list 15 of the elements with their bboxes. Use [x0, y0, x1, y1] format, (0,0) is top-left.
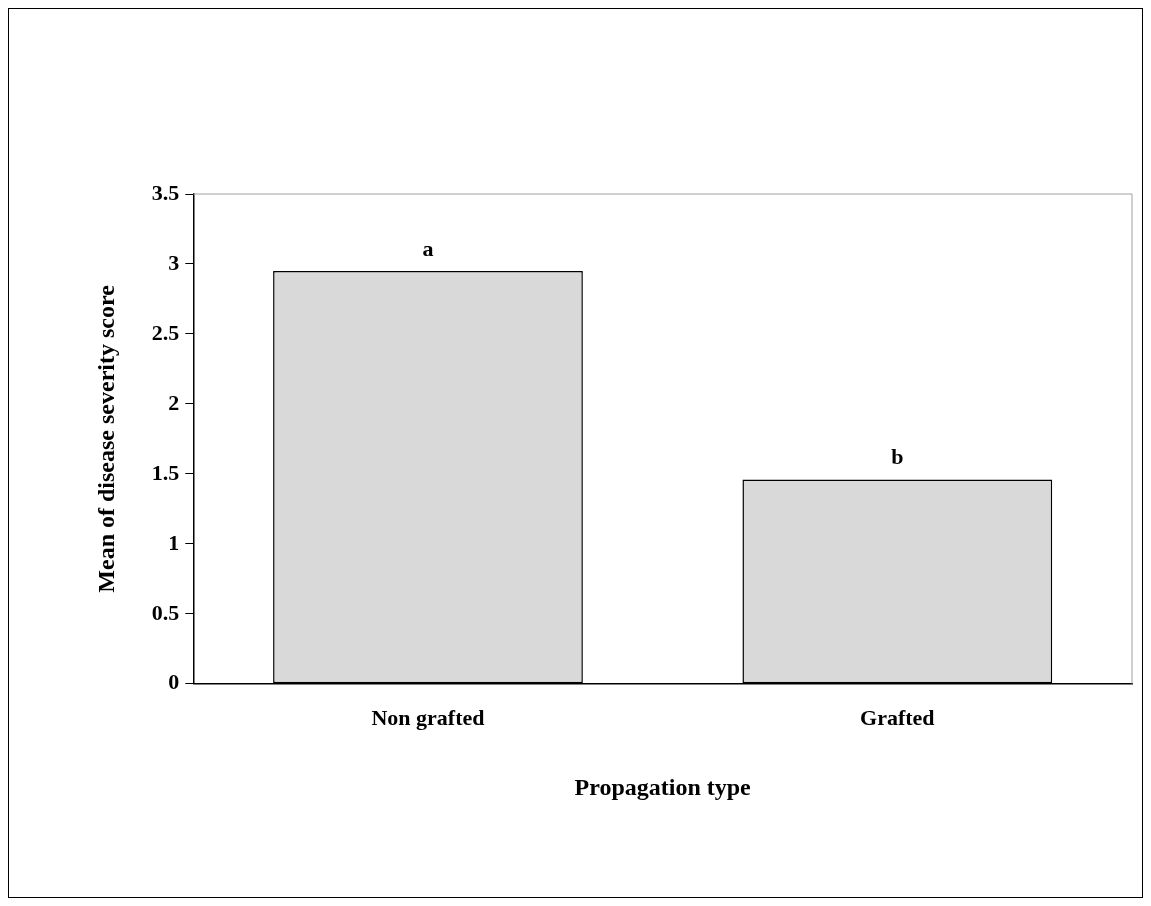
y-tick-label: 0.5 [151, 599, 180, 625]
y-axis-title: Mean of disease severity score [92, 284, 119, 593]
y-tick-label: 1 [168, 529, 180, 555]
y-tick-label: 0 [168, 669, 180, 695]
x-axis-title: Propagation type [574, 773, 752, 800]
y-tick-label: 2.5 [151, 319, 180, 345]
annotation: a [422, 235, 434, 261]
y-tick-label: 2 [168, 389, 180, 415]
y-tick-label: 3 [168, 249, 180, 275]
x-tick-label: Grafted [860, 704, 935, 730]
x-tick-label: Non grafted [371, 704, 485, 730]
annotation: b [891, 444, 904, 470]
y-tick-label: 1.5 [151, 459, 180, 485]
picture-frame: Propagation type Mean of disease severity score Non grafted Grafted 0 0.5 1 1.5 2 2.5 3 3.5 a b [8, 8, 1143, 898]
y-tick-label: 3.5 [151, 179, 180, 205]
